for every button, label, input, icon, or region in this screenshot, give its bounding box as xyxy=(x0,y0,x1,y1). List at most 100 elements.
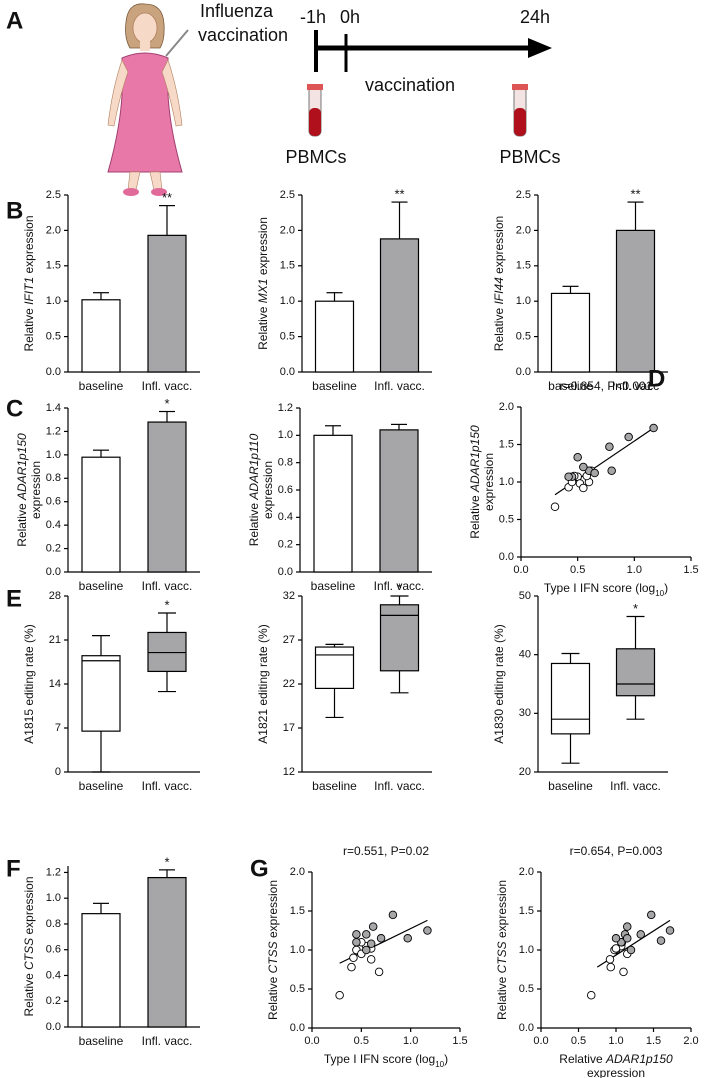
y-axis-label: A1815 editing rate (%) xyxy=(22,624,36,743)
y-tick-label: 0.4 xyxy=(46,519,61,531)
y-tick-label: 1.2 xyxy=(46,425,61,437)
y-tick-label: 0.0 xyxy=(516,366,531,378)
blood-tube xyxy=(512,84,528,137)
box xyxy=(81,655,121,732)
bar xyxy=(550,292,591,373)
x-axis-label-part: Type I IFN score (log xyxy=(544,581,655,595)
y-axis-label: Relative ADAR1p150 xyxy=(468,425,482,539)
y-axis-label-part: IFIT1 xyxy=(22,277,36,305)
significance: * xyxy=(164,854,169,869)
sample-label: PBMCs xyxy=(499,147,560,167)
y-tick-label: 0.5 xyxy=(519,983,534,995)
x-tick-label: baseline xyxy=(79,779,124,793)
y-tick-label: 1.2 xyxy=(46,866,61,878)
y-tick-label: 21 xyxy=(49,634,61,646)
y-axis-label-part: Relative xyxy=(22,305,36,352)
x-tick-label: Infl. vacc. xyxy=(142,379,193,393)
y-tick-label: 0.6 xyxy=(278,484,293,496)
y-axis-label-part: Relative xyxy=(22,970,36,1017)
x-axis-label-part: Type I IFN score (log xyxy=(324,1052,435,1066)
point xyxy=(564,472,573,482)
y-axis-label: Relative CTSS expression xyxy=(22,876,36,1016)
y-tick-label: 0.6 xyxy=(46,944,61,956)
y-tick-label: 2.0 xyxy=(290,866,305,878)
x-tick-label: baseline xyxy=(312,779,357,793)
y-tick-label: 0.0 xyxy=(290,1022,305,1034)
panel-letter: F xyxy=(6,855,21,882)
x-tick-label: Infl. vacc. xyxy=(374,579,425,593)
y-tick-label: 0 xyxy=(55,766,61,778)
box xyxy=(615,648,656,697)
x-tick-label: 1.0 xyxy=(627,564,642,576)
y-tick-label: 2.5 xyxy=(280,189,295,201)
x-tick-label: 0.5 xyxy=(570,564,585,576)
y-axis-label-part: Relative xyxy=(495,973,509,1020)
x-tick-label: 1.5 xyxy=(452,1035,467,1047)
y-tick-label: 27 xyxy=(283,634,295,646)
y-tick-label: 0.2 xyxy=(46,542,61,554)
y-tick-label: 2.0 xyxy=(46,224,61,236)
x-axis-label-part: 10 xyxy=(435,1060,444,1069)
y-tick-label: 1.2 xyxy=(278,402,293,414)
y-axis-label: Relative IFI44 expression xyxy=(492,216,506,351)
point xyxy=(626,945,636,955)
x-axis-label: Relative ADAR1p150 xyxy=(559,1052,673,1066)
y-axis-label-part: expression xyxy=(22,215,36,276)
y-axis-label-part: expression xyxy=(492,216,506,277)
x-tick-label: 2.0 xyxy=(683,1035,698,1047)
point xyxy=(362,930,371,939)
y-tick-label: 0.5 xyxy=(46,331,61,343)
x-tick-label: Infl. vacc. xyxy=(142,579,193,593)
y-tick-label: 0.2 xyxy=(46,995,61,1007)
y-axis-label: expression xyxy=(482,453,496,511)
y-tick-label: 7 xyxy=(55,722,61,734)
significance: ** xyxy=(630,187,640,202)
y-axis-label-part: A1821 editing rate (%) xyxy=(256,624,270,743)
x-tick-label: baseline xyxy=(79,1034,124,1048)
point xyxy=(605,955,615,964)
sample-label: PBMCs xyxy=(285,147,346,167)
y-axis-label: Relative CTSS expression xyxy=(266,880,280,1020)
y-tick-label: 1.0 xyxy=(278,429,293,441)
y-tick-label: 28 xyxy=(49,590,61,602)
bar xyxy=(81,456,121,573)
point xyxy=(388,910,398,920)
y-tick-label: 50 xyxy=(519,590,531,602)
y-axis-label-part: Relative xyxy=(247,500,261,547)
x-tick-label: 0.0 xyxy=(513,564,528,576)
box xyxy=(147,631,187,673)
y-axis-label: A1821 editing rate (%) xyxy=(256,624,270,743)
bar xyxy=(615,229,656,373)
x-tick-label: 1.0 xyxy=(403,1035,418,1047)
y-tick-label: 2.5 xyxy=(516,189,531,201)
y-axis-label-part: A1815 editing rate (%) xyxy=(22,624,36,743)
point xyxy=(656,936,666,945)
y-axis-label-part: ADAR1p150 xyxy=(15,433,29,501)
y-tick-label: 1.5 xyxy=(280,260,295,272)
point xyxy=(374,967,384,977)
x-tick-label: Infl. vacc. xyxy=(374,379,425,393)
point xyxy=(606,962,616,972)
y-tick-label: 1.0 xyxy=(516,295,531,307)
y-axis-label-part: expression xyxy=(29,461,43,519)
y-tick-label: 1.5 xyxy=(516,260,531,272)
annotation: r=0.654, P=0.003 xyxy=(570,844,663,858)
significance: ** xyxy=(394,187,404,202)
point xyxy=(605,442,614,452)
point xyxy=(665,926,675,935)
y-tick-label: 1.0 xyxy=(46,295,61,307)
y-axis-label-part: MX1 xyxy=(256,279,270,304)
y-tick-label: 1.0 xyxy=(519,944,534,956)
point xyxy=(647,910,656,920)
y-axis-label-part: Relative xyxy=(256,303,270,350)
y-axis-label-part: IFI44 xyxy=(492,277,506,305)
point xyxy=(590,468,599,478)
x-axis-label-part: Relative xyxy=(559,1052,606,1066)
x-tick-label: baseline xyxy=(79,579,124,593)
y-tick-label: 1.5 xyxy=(290,905,305,917)
y-axis-label-part: expression xyxy=(495,880,509,941)
y-tick-label: 2.5 xyxy=(46,189,61,201)
y-tick-label: 1.0 xyxy=(499,476,514,488)
y-axis-label-part: CTSS xyxy=(22,938,36,970)
x-tick-label: Infl. vacc. xyxy=(142,1034,193,1048)
